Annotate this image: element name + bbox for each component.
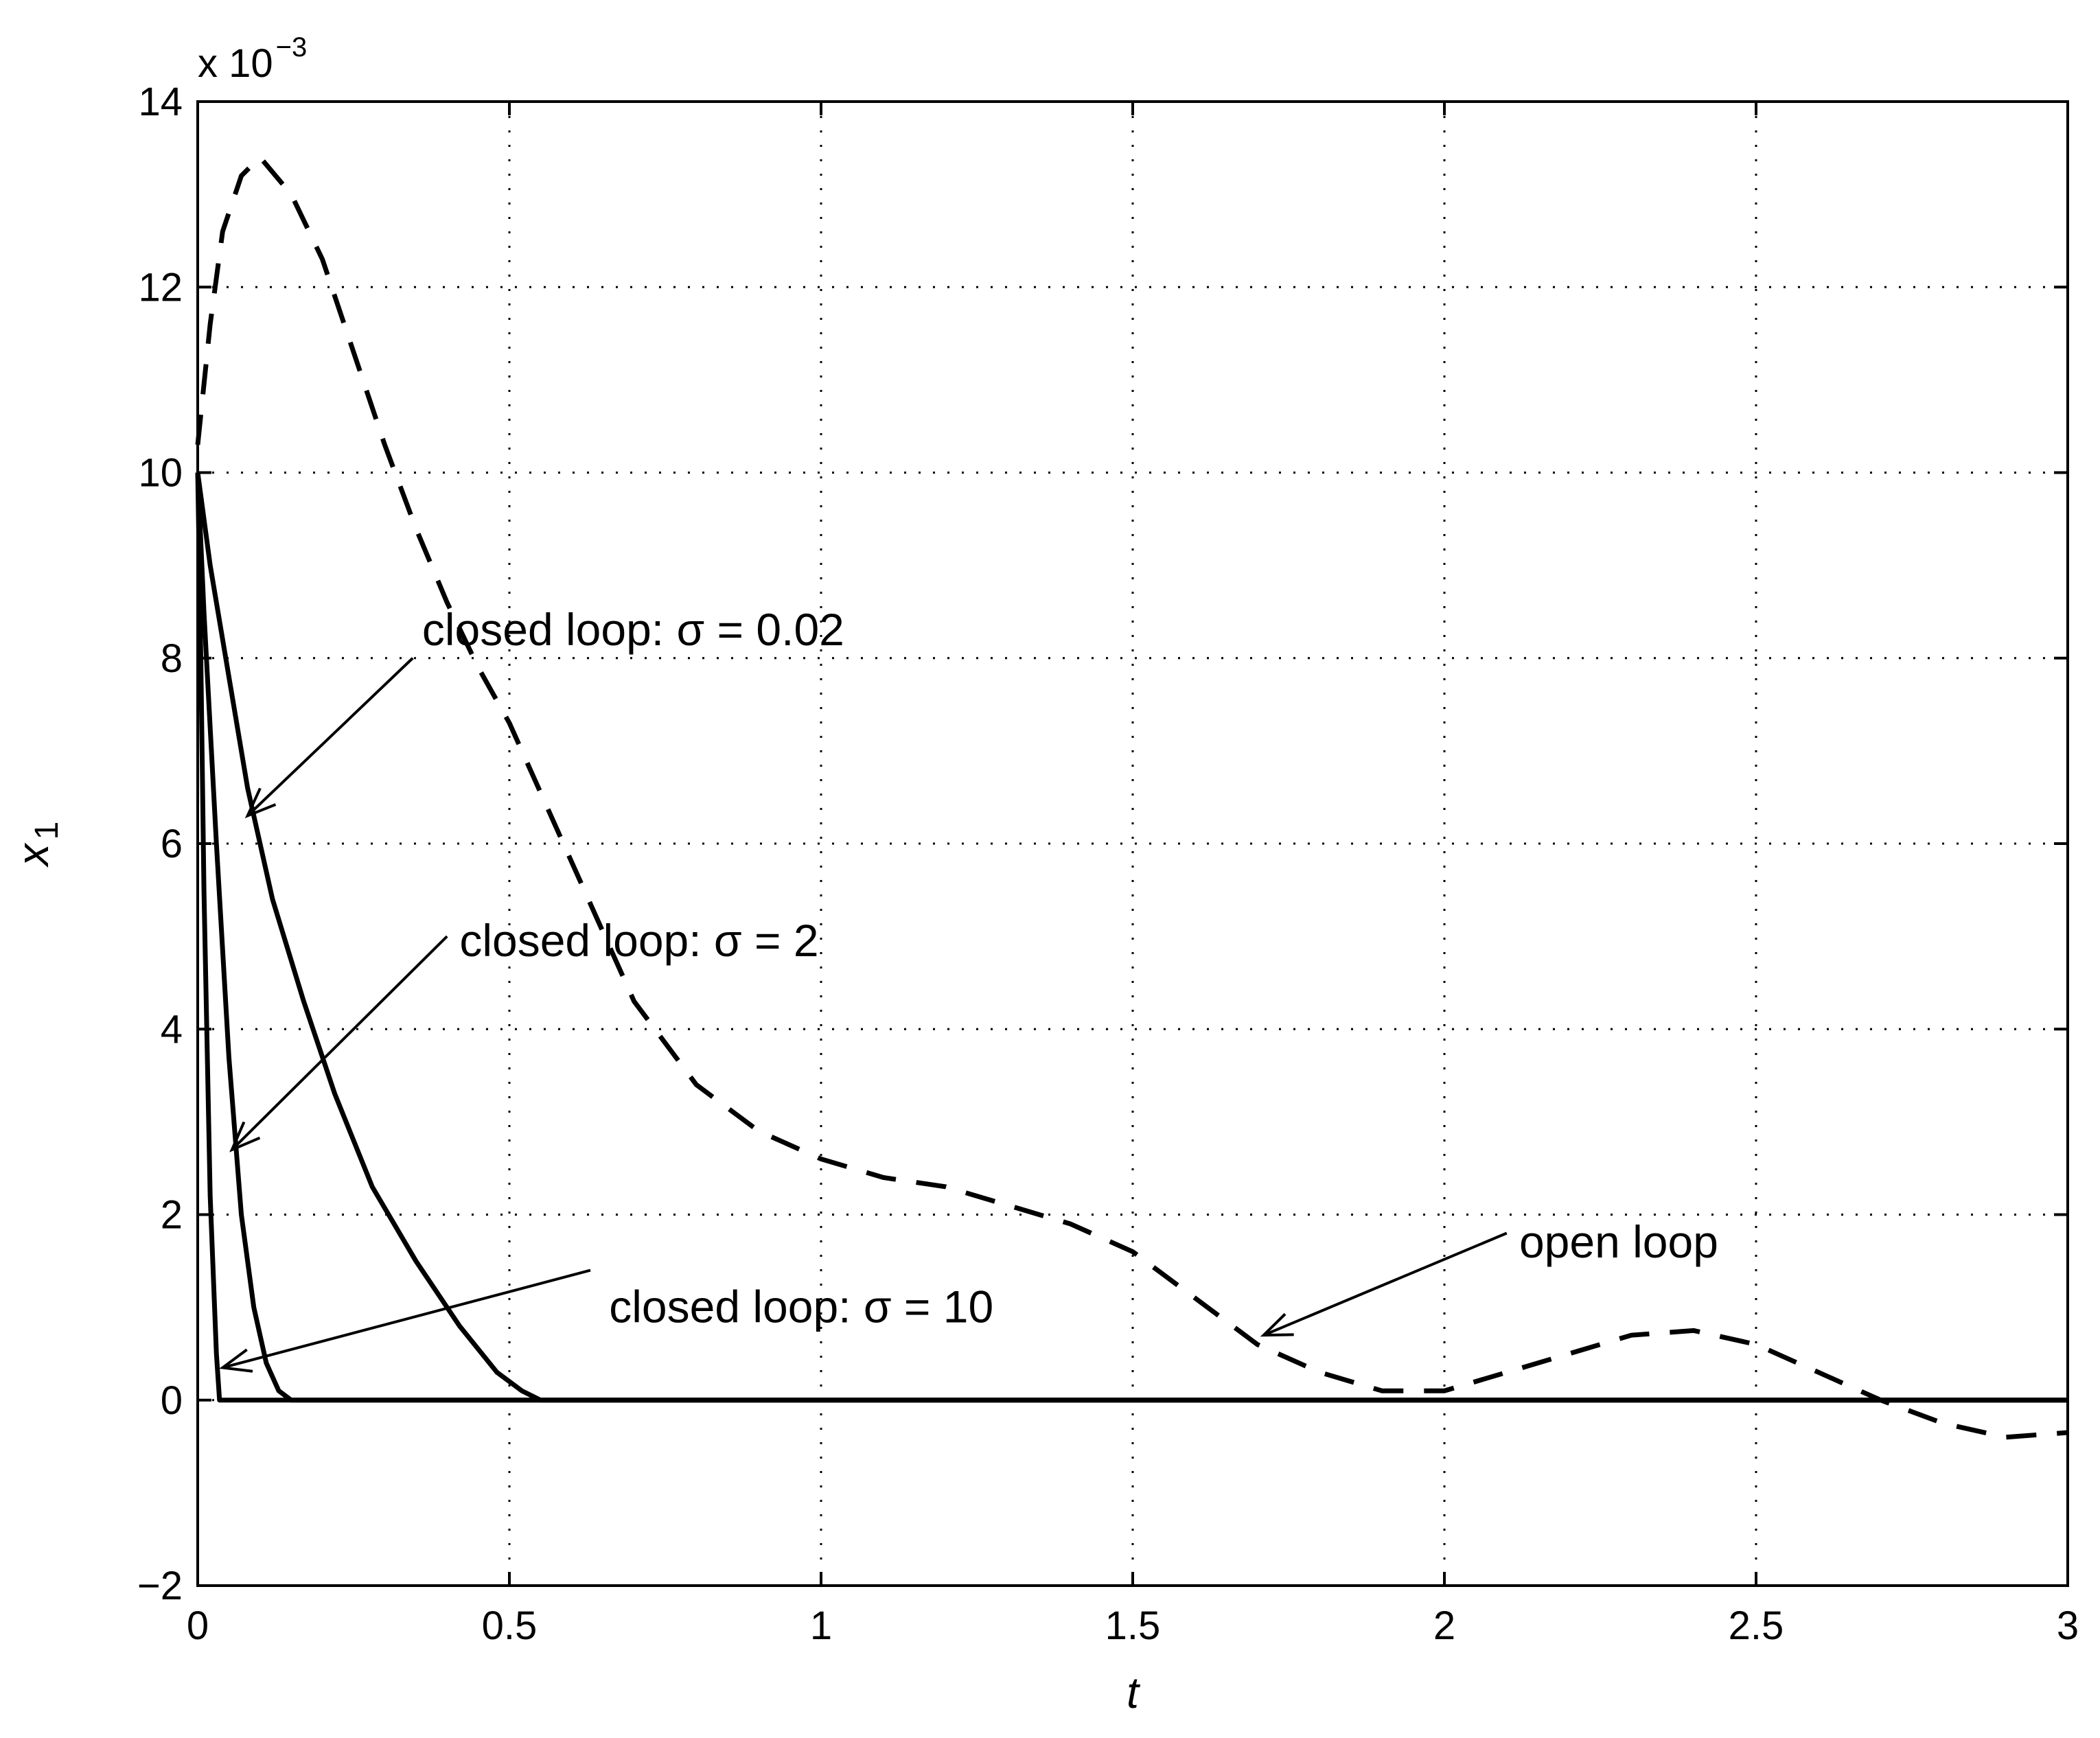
annotation-label: closed loop: σ = 10 [609, 1282, 993, 1332]
y-tick-label: 4 [161, 1007, 183, 1052]
annotation-arrow-line [1262, 1231, 1508, 1337]
y-axis-label-main: x [8, 842, 58, 868]
y-tick-label: 0 [161, 1378, 183, 1423]
series-layer [195, 153, 2068, 1440]
y-tick-label: 12 [138, 265, 183, 310]
x-tick-label: 3 [2057, 1603, 2079, 1648]
x-tick-label: 1 [810, 1603, 832, 1648]
annotation-label: closed loop: σ = 0.02 [422, 604, 844, 655]
y-tick-label: 8 [161, 636, 183, 681]
y-multiplier-base: x 10 [198, 41, 273, 86]
y-tick-label: 6 [161, 822, 183, 866]
axis-ticks [196, 100, 2069, 1587]
annotation-arrowhead [229, 1121, 261, 1152]
annotation-arrowhead [1260, 1312, 1294, 1337]
y-tick-label: 2 [161, 1193, 183, 1238]
annotation-arrow-line [246, 657, 414, 817]
x-tick-label: 0 [187, 1603, 209, 1648]
plot-frame [196, 100, 2069, 1587]
annotation-arrow-line [222, 1268, 591, 1369]
series-line-3 [195, 472, 2068, 1403]
annotations: closed loop: σ = 0.02 closed loop: σ = 2 c… [422, 604, 1718, 1332]
y-multiplier-label: x 10 −3 [198, 32, 307, 86]
x-tick-label: 2.5 [1729, 1603, 1784, 1648]
annotation-arrowhead [244, 787, 277, 819]
annotation-arrows [219, 657, 1508, 1373]
x-tick-label: 0.5 [482, 1603, 538, 1648]
annotation-arrowhead [219, 1348, 253, 1373]
series-line-2 [195, 472, 2068, 1403]
y-axis-label: x1 [8, 822, 65, 868]
grid [198, 102, 2068, 1586]
x-axis-label: t [1127, 1668, 1140, 1717]
series-line-1 [195, 153, 2068, 1440]
annotation-arrow-line [231, 935, 448, 1151]
y-tick-label: 10 [138, 451, 183, 496]
annotation-label: closed loop: σ = 2 [459, 915, 818, 966]
x-tick-label: 1.5 [1105, 1603, 1161, 1648]
y-tick-label: 14 [138, 80, 183, 124]
y-axis-label-subscript: 1 [29, 822, 65, 840]
y-axis-label-group: x1 [8, 822, 65, 868]
y-tick-label: −2 [137, 1564, 183, 1608]
annotation-label: open loop [1519, 1216, 1718, 1267]
x-tick-label: 2 [1433, 1603, 1455, 1648]
y-multiplier-exponent: −3 [276, 32, 308, 62]
